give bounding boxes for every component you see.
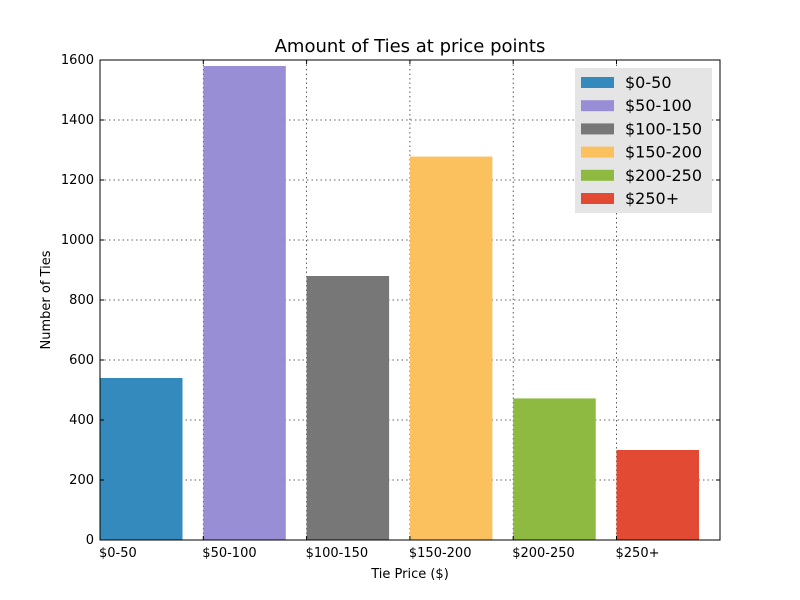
legend-swatch [581, 193, 614, 204]
x-tick-label: $250+ [616, 546, 660, 561]
legend-swatch [581, 77, 614, 88]
y-tick-label: 1200 [61, 173, 94, 188]
legend-label: $200-250 [625, 166, 702, 185]
y-tick-label: 200 [69, 473, 94, 488]
y-tick-label: 800 [69, 293, 94, 308]
y-tick-label: 1600 [61, 53, 94, 68]
y-tick-label: 1400 [61, 113, 94, 128]
legend-swatch [581, 123, 614, 135]
x-tick-label: $150-200 [409, 546, 472, 561]
legend-label: $50-100 [625, 96, 692, 115]
bar [513, 398, 596, 540]
x-tick-label: $100-150 [306, 546, 369, 561]
legend-label: $0-50 [625, 73, 672, 92]
y-tick-label: 1000 [61, 233, 94, 248]
y-tick-label: 0 [86, 533, 94, 548]
legend-box [575, 68, 712, 213]
legend: $0-50 $50-100 $100-150 $150-200 $200-250 $250… [575, 68, 712, 213]
bar [203, 66, 286, 540]
legend-swatch [581, 169, 614, 181]
legend-swatch [581, 100, 614, 112]
y-tick-label: 400 [69, 413, 94, 428]
legend-swatch [581, 146, 614, 158]
chart-title: Amount of Ties at price points [275, 36, 546, 57]
legend-label: $150-200 [625, 143, 702, 162]
x-tick-label: $200-250 [512, 546, 575, 561]
bar [409, 156, 493, 540]
y-axis-ticks: 0 200 400 600 800 1000 1200 1400 1600 [61, 53, 720, 548]
bar [306, 276, 390, 540]
x-tick-label: $50-100 [202, 546, 256, 561]
x-tick-label: $0-50 [99, 546, 137, 561]
bar [616, 450, 699, 540]
x-axis-ticks: $0-50 $50-100 $100-150 $150-200 $200-250 $250… [99, 60, 659, 561]
y-tick-label: 600 [69, 353, 94, 368]
legend-label: $250+ [625, 189, 679, 208]
legend-label: $100-150 [625, 119, 702, 138]
bars [100, 66, 699, 540]
y-axis-label: Number of Ties [39, 250, 54, 349]
x-axis-label: Tie Price ($) [370, 567, 449, 582]
bar [100, 378, 183, 540]
